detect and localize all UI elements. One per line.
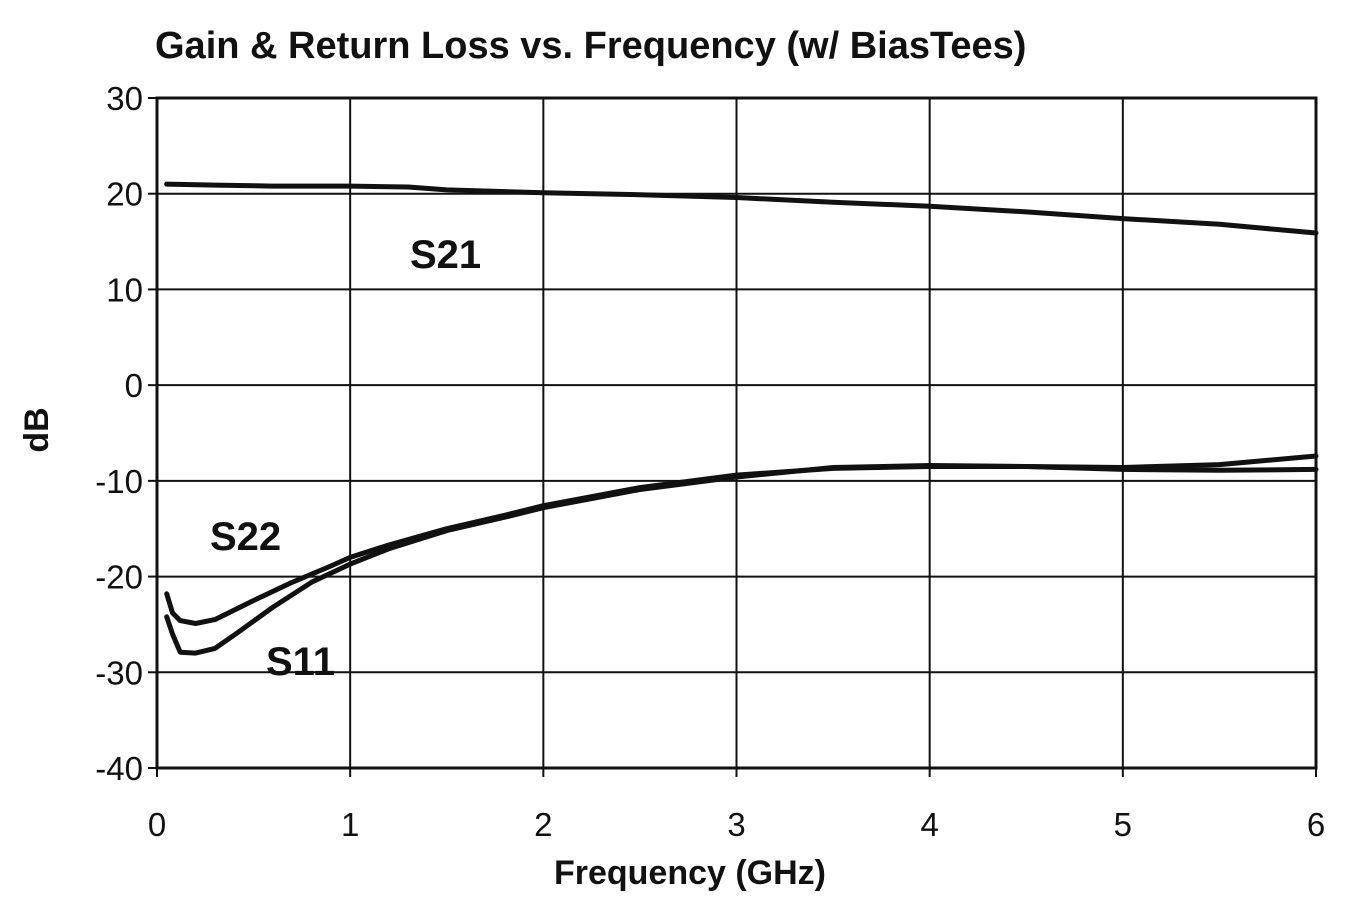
y-tick-label: -20: [95, 559, 143, 596]
plot-frame: [155, 96, 1318, 770]
y-axis-label: dB: [18, 407, 56, 452]
x-tick-label: 3: [727, 806, 745, 843]
x-tick-label: 6: [1307, 806, 1325, 843]
series-line-s21: [164, 181, 1319, 236]
x-tick-label: 4: [920, 806, 938, 843]
grid-layer: [148, 96, 1318, 777]
y-tick-label: 0: [125, 367, 143, 404]
x-axis-label: Frequency (GHz): [554, 854, 826, 892]
x-tick-label: 5: [1114, 806, 1132, 843]
series-line-s11: [164, 463, 1319, 656]
series-label-s21: S21: [410, 233, 481, 277]
series-label-s22: S22: [210, 515, 281, 559]
x-tick-label: 0: [148, 806, 166, 843]
y-tick-label: 30: [106, 80, 143, 117]
chart-title: Gain & Return Loss vs. Frequency (w/ Bia…: [155, 25, 1026, 67]
y-tick-label: 20: [106, 176, 143, 213]
y-tick-label: -10: [95, 463, 143, 500]
x-tick-label: 2: [534, 806, 552, 843]
y-tick-label: -30: [95, 654, 143, 691]
y-tick-label: -40: [95, 750, 143, 787]
y-tick-label: 10: [106, 271, 143, 308]
x-tick-label: 1: [341, 806, 359, 843]
series-layer: S21 S22 S11: [164, 181, 1319, 684]
series-label-s11: S11: [266, 640, 335, 684]
